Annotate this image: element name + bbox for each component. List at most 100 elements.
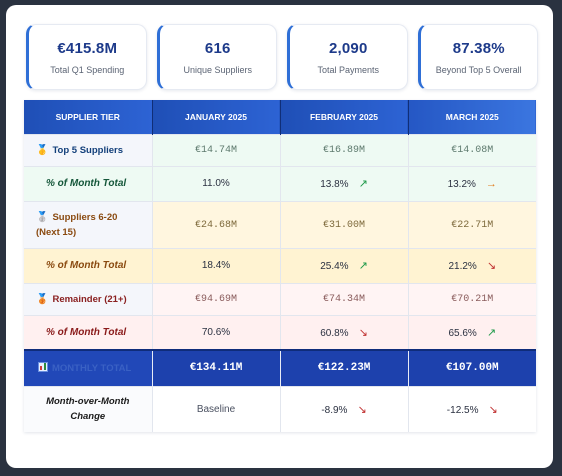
table-row-remainder: 🥉 Remainder (21+) €94.69M €74.34M €70.21M (24, 282, 536, 315)
value-cell-mar: €22.71M (407, 200, 536, 248)
total-amount: €134.11M (189, 362, 243, 375)
pct-cell-mar: 65.6% ↗ (407, 314, 536, 350)
value-cell-mar: €70.21M (407, 282, 536, 315)
report-card: €415.8M Total Q1 Spending 616 Unique Sup… (6, 5, 553, 468)
amount: €14.74M (194, 145, 237, 156)
pct-value: 21.2% (448, 261, 477, 272)
header-january: JANUARY 2025 (151, 100, 280, 134)
value-cell-jan: €14.74M (151, 133, 280, 166)
pct-cell-feb: 60.8% ↘ (279, 314, 408, 350)
pct-cell-mar: 21.2% ↘ (407, 247, 536, 283)
value-cell-mar: €14.08M (407, 133, 536, 166)
kpi-value: 616 (204, 39, 231, 57)
kpi-value: €415.8M (57, 39, 118, 57)
kpi-label: Beyond Top 5 Overall (435, 64, 522, 75)
table-row-monthly-total: MONTHLY TOTAL €134.11M €122.23M €107.00M (24, 349, 536, 386)
total-amount: €122.23M (317, 362, 371, 375)
total-cell-feb: €122.23M (279, 349, 408, 386)
total-cell-mar: €107.00M (407, 349, 536, 386)
header-supplier-tier: SUPPLIER TIER (24, 100, 152, 134)
pct-value: 18.4% (201, 260, 231, 271)
supplier-tier-table: SUPPLIER TIER JANUARY 2025 FEBRUARY 2025… (24, 100, 536, 432)
amount: €31.00M (322, 219, 365, 231)
trend-up-icon: ↗ (358, 260, 368, 272)
total-label-text: MONTHLY TOTAL (52, 363, 132, 375)
pct-label: % of Month Total (24, 247, 152, 283)
value-cell-jan: €94.69M (151, 282, 280, 315)
kpi-total-payments: 2,090 Total Payments (287, 24, 408, 90)
change-cell-jan: Baseline (151, 385, 280, 432)
table-row-mid-pct: % of Month Total 18.4% 25.4% ↗ 21.2% ↘ (24, 247, 536, 283)
change-cell-feb: -8.9% ↘ (279, 385, 408, 432)
trend-up-icon: ↗ (358, 178, 368, 190)
tier-label-subtext: (Next 15) (36, 226, 77, 238)
pct-value: 11.0% (202, 178, 230, 189)
pct-cell-feb: 25.4% ↗ (279, 247, 408, 283)
amount: €24.68M (194, 219, 237, 231)
table-row-remainder-pct: % of Month Total 70.6% 60.8% ↘ 65.6% ↗ (24, 314, 536, 350)
value-cell-jan: €24.68M (151, 200, 280, 248)
silver-medal-icon: 🥈 (36, 211, 49, 223)
tier-label-mid: 🥈 Suppliers 6-20 (Next 15) (24, 200, 152, 248)
pct-cell-jan: 70.6% (151, 314, 280, 350)
trend-down-icon: ↘ (358, 326, 368, 339)
trend-flat-icon: → (485, 177, 497, 190)
trend-down-icon: ↘ (357, 403, 367, 416)
pct-label: % of Month Total (24, 165, 152, 201)
pct-value: 60.8% (320, 327, 349, 339)
table-row-top5-pct: % of Month Total 11.0% 13.8% ↗ 13.2% → (24, 165, 536, 201)
pct-cell-mar: 13.2% → (407, 165, 536, 201)
table-row-suppliers-6-20: 🥈 Suppliers 6-20 (Next 15) €24.68M €31.00… (24, 200, 536, 248)
kpi-total-spending: €415.8M Total Q1 Spending (26, 24, 147, 90)
change-label-line2: Change (70, 411, 106, 423)
amount: €14.08M (451, 145, 494, 156)
kpi-label: Total Payments (317, 64, 380, 75)
pct-value: 25.4% (320, 261, 349, 272)
amount: €94.69M (194, 294, 237, 305)
amount: €22.71M (451, 219, 494, 231)
tier-label-top5: 🥇 Top 5 Suppliers (24, 133, 152, 166)
total-amount: €107.00M (445, 362, 499, 375)
change-cell-mar: -12.5% ↘ (407, 385, 536, 432)
kpi-label: Total Q1 Spending (50, 64, 125, 75)
pct-cell-jan: 18.4% (151, 247, 280, 283)
amount: €16.89M (322, 145, 365, 156)
table-row-mom-change: Month-over-Month Change Baseline -8.9% ↘ … (24, 385, 536, 432)
bronze-medal-icon: 🥉 (36, 293, 49, 305)
tier-label-text: Remainder (21+) (52, 293, 127, 305)
change-label-line1: Month-over-Month (46, 396, 130, 408)
value-cell-feb: €31.00M (279, 200, 408, 248)
bar-chart-icon (38, 362, 48, 373)
trend-down-icon: ↘ (488, 403, 498, 416)
table-header-row: SUPPLIER TIER JANUARY 2025 FEBRUARY 2025… (24, 100, 536, 134)
kpi-label: Unique Suppliers (183, 64, 253, 75)
gold-medal-icon: 🥇 (36, 144, 49, 156)
value-cell-feb: €74.34M (279, 282, 408, 315)
tier-label-text: Top 5 Suppliers (52, 144, 124, 156)
pct-value: 13.2% (447, 178, 476, 190)
change-value: Baseline (196, 403, 236, 415)
change-label: Month-over-Month Change (24, 385, 152, 432)
change-value: -12.5% (446, 404, 479, 416)
amount: €70.21M (451, 294, 494, 305)
tier-label-remainder: 🥉 Remainder (21+) (24, 282, 152, 315)
pct-value: 70.6% (201, 326, 231, 338)
tier-label-text: Suppliers 6-20 (52, 211, 118, 223)
trend-down-icon: ↘ (486, 260, 497, 272)
header-february: FEBRUARY 2025 (279, 100, 408, 134)
total-cell-jan: €134.11M (151, 349, 280, 386)
kpi-beyond-top5: 87.38% Beyond Top 5 Overall (417, 24, 538, 90)
kpi-value: 2,090 (328, 39, 368, 57)
pct-value: 65.6% (448, 327, 477, 339)
pct-label: % of Month Total (24, 314, 152, 350)
pct-value: 13.8% (320, 179, 349, 190)
pct-cell-jan: 11.0% (151, 165, 280, 201)
amount: €74.34M (322, 294, 365, 305)
change-value: -8.9% (321, 404, 348, 416)
kpi-unique-suppliers: 616 Unique Suppliers (156, 24, 277, 90)
total-label: MONTHLY TOTAL (24, 349, 152, 386)
header-march: MARCH 2025 (407, 100, 536, 134)
trend-up-icon: ↗ (486, 326, 497, 339)
pct-cell-feb: 13.8% ↗ (279, 165, 408, 201)
value-cell-feb: €16.89M (279, 133, 408, 166)
